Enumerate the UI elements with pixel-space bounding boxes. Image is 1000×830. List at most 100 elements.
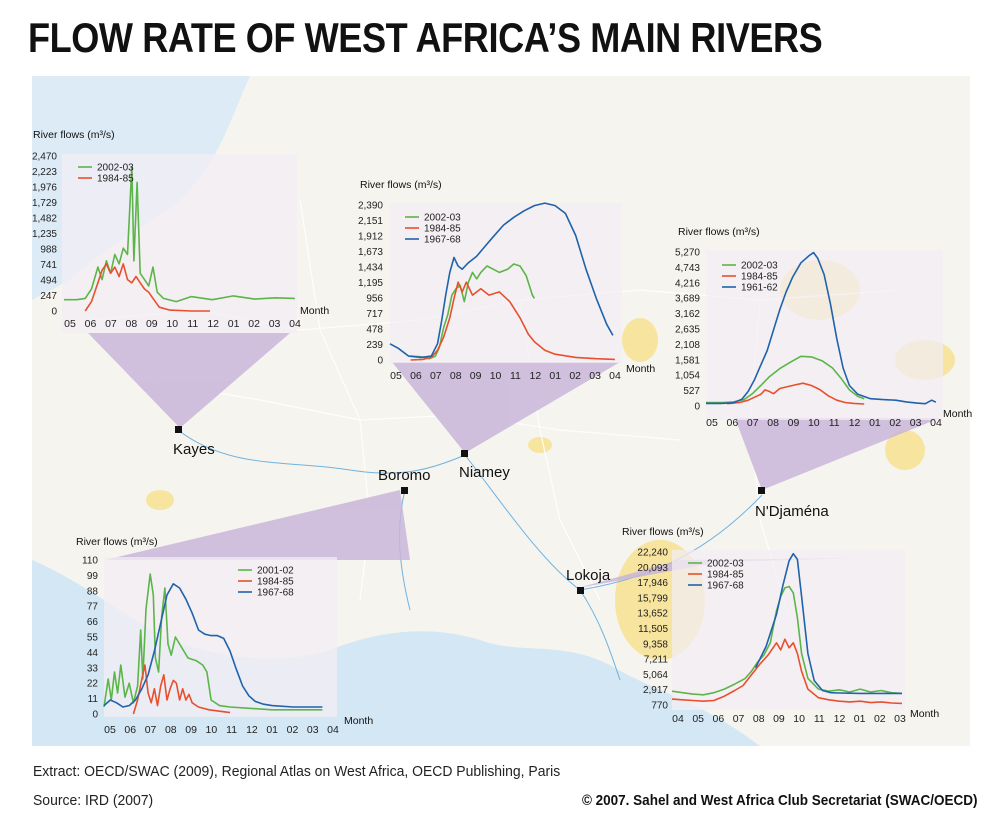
chart-kayes-ytick: 741 (40, 260, 57, 271)
chart-niamey-xtick: 01 (549, 370, 561, 382)
chart-boromo-xticks: 05 06 07 08 09 10 11 12 01 02 03 04 (104, 724, 339, 736)
chart-boromo-series-line (103, 583, 323, 708)
chart-ndjamena-series-line (727, 382, 865, 405)
chart-niamey-xticks: 05 06 07 08 09 10 11 12 01 02 03 04 (390, 370, 621, 382)
city-labels: Kayes Niamey Boromo N'Djaména Lokoja (173, 441, 829, 584)
chart-ndjamena-ytick: 3,162 (675, 309, 700, 320)
chart-kayes-ylabel: River flows (m³/s) (33, 129, 115, 141)
chart-niamey-xtick: 05 (390, 370, 402, 382)
chart-ndjamena-legend-label: 1961-62 (741, 283, 778, 294)
chart-kayes-ytick: 0 (51, 307, 57, 318)
chart-ndjamena-xtick: 10 (808, 417, 820, 429)
chart-ndjamena-xtick: 11 (829, 417, 840, 429)
chart-lokoja-series-line (754, 552, 902, 695)
chart-ndjamena-ytick: 1,054 (675, 371, 700, 382)
chart-boromo-xlabel: Month (344, 715, 373, 727)
chart-ndjamena-xlabel: Month (943, 408, 972, 420)
chart-boromo-xtick: 06 (124, 724, 136, 736)
chart-niamey-ytick: 239 (366, 340, 383, 351)
city-label-niamey: Niamey (459, 464, 510, 481)
city-label-kayes: Kayes (173, 441, 215, 458)
chart-boromo-ytick: 11 (88, 694, 99, 705)
chart-boromo-ytick: 22 (87, 679, 99, 690)
chart-ndjamena-series-line (706, 251, 937, 405)
chart-kayes-ytick: 988 (40, 245, 57, 256)
chart-kayes-series-line (84, 263, 211, 312)
chart-lokoja-series-line (671, 638, 903, 705)
chart-ndjamena-ytick: 2,635 (675, 325, 700, 336)
chart-ndjamena-xtick: 12 (849, 417, 861, 429)
chart-ndjamena-xticks: 05 06 07 08 09 10 11 12 01 02 03 04 (706, 417, 942, 429)
chart-lokoja-legend-label: 1967-68 (707, 581, 744, 592)
chart-niamey-xtick: 12 (530, 370, 542, 382)
source-citation: Source: IRD (2007) (33, 792, 154, 809)
chart-kayes-xtick: 06 (85, 318, 97, 330)
chart-kayes-xtick: 09 (146, 318, 158, 330)
chart-lokoja-xtick: 10 (793, 713, 805, 725)
chart-niamey-xlabel: Month (626, 363, 655, 375)
chart-niamey-series-line (389, 202, 614, 359)
city-marker-niamey (461, 450, 468, 457)
chart-ndjamena-xtick: 05 (706, 417, 718, 429)
chart-kayes-bg (62, 154, 297, 333)
chart-ndjamena-ytick: 3,689 (675, 294, 700, 305)
chart-lokoja-xtick: 08 (753, 713, 765, 725)
chart-lokoja-xtick: 04 (672, 713, 684, 725)
chart-ndjamena-xtick: 03 (910, 417, 922, 429)
city-marker-ndjamena (758, 487, 765, 494)
chart-kayes-ytick: 494 (40, 276, 57, 287)
chart-niamey-series-line (410, 281, 615, 361)
chart-kayes-ytick: 1,235 (32, 229, 57, 240)
chart-kayes-xtick: 03 (269, 318, 281, 330)
chart-ndjamena-series (706, 251, 937, 405)
chart-kayes-series-line (64, 165, 295, 303)
chart-ndjamena-legend-label: 2002-03 (741, 261, 778, 272)
chart-niamey-legend-label: 2002-03 (424, 213, 461, 224)
chart-kayes-ytick: 1,976 (32, 183, 57, 194)
chart-boromo-ytick: 55 (87, 633, 99, 644)
chart-lokoja-xtick: 12 (834, 713, 846, 725)
chart-lokoja-xlabel: Month (910, 708, 939, 720)
chart-kayes-series (64, 165, 295, 312)
chart-kayes-ytick: 1,729 (32, 198, 57, 209)
chart-niamey-xtick: 10 (490, 370, 502, 382)
chart-lokoja-ytick: 5,064 (643, 670, 668, 681)
chart-lokoja-xtick: 03 (894, 713, 906, 725)
chart-lokoja-ytick: 15,799 (637, 593, 668, 604)
chart-niamey-ytick: 1,673 (358, 247, 383, 258)
chart-kayes-xtick: 10 (166, 318, 178, 330)
chart-kayes-xlabel: Month (300, 305, 329, 317)
copyright-notice: © 2007. Sahel and West Africa Club Secre… (582, 792, 978, 809)
chart-lokoja-xtick: 06 (713, 713, 725, 725)
city-marker-kayes (175, 426, 182, 433)
chart-boromo-ytick: 44 (87, 648, 99, 659)
chart-boromo-ytick: 99 (87, 571, 99, 582)
chart-niamey-ylabel: River flows (m³/s) (360, 179, 442, 191)
chart-kayes-xtick: 12 (207, 318, 219, 330)
chart-niamey-ytick: 478 (366, 325, 383, 336)
chart-niamey-legend-label: 1967-68 (424, 235, 461, 246)
chart-ndjamena-xtick: 07 (747, 417, 759, 429)
chart-boromo-xtick: 03 (307, 724, 319, 736)
chart-niamey-ytick: 1,434 (358, 263, 383, 274)
chart-boromo-xtick: 07 (145, 724, 157, 736)
chart-ndjamena-xtick: 04 (930, 417, 942, 429)
chart-lokoja-ytick: 9,358 (643, 639, 668, 650)
chart-lokoja-series (671, 552, 903, 705)
chart-niamey-xtick: 09 (470, 370, 482, 382)
city-label-lokoja: Lokoja (566, 567, 611, 584)
chart-lokoja-yticks: 22,240 20,093 17,946 15,799 13,652 11,505 9,35… (637, 548, 668, 712)
city-marker-lokoja (577, 587, 584, 594)
chart-kayes-ytick: 247 (40, 291, 57, 302)
chart-ndjamena-ytick: 4,216 (675, 278, 700, 289)
chart-ndjamena-yticks: 5,270 4,743 4,216 3,689 3,162 2,635 2,108 1,581… (675, 248, 700, 413)
